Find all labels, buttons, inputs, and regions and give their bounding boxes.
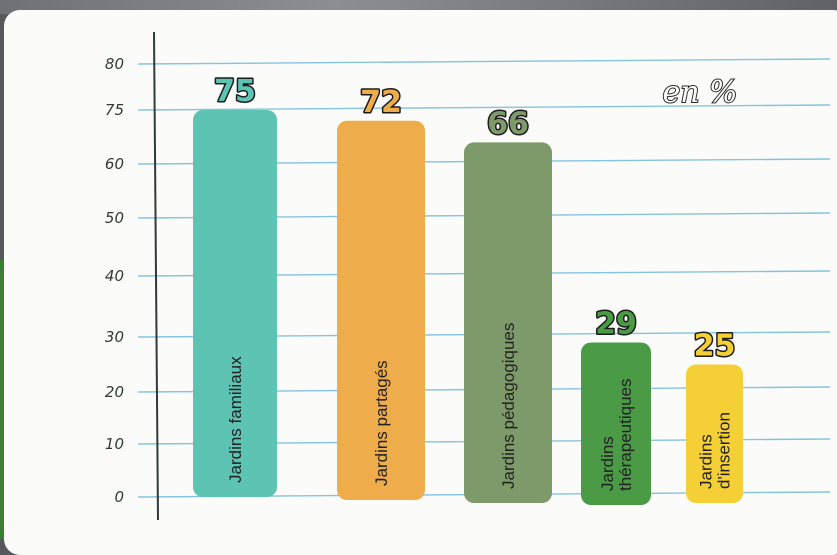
gridline	[137, 58, 831, 65]
category-label: Jardins	[598, 436, 617, 491]
y-tick-label: 0	[114, 488, 124, 506]
y-tick-labels: 0 10 20 30 40 50 60 75 80	[105, 55, 124, 506]
y-axis-line	[153, 31, 159, 521]
y-tick-label: 50	[105, 209, 124, 227]
data-label: 25	[694, 329, 736, 364]
gridline	[137, 104, 831, 111]
bar	[581, 342, 651, 505]
bar	[464, 142, 552, 503]
category-label: Jardins familiaux	[226, 356, 245, 483]
category-label: Jardins partagés	[372, 360, 391, 486]
category-label: Jardins pédagogiques	[499, 323, 518, 489]
y-tick-label: 40	[105, 267, 124, 285]
data-label: 75	[214, 74, 256, 109]
bar	[193, 110, 277, 497]
y-tick-label: 75	[105, 101, 124, 119]
category-label: thérapeutiques	[616, 379, 635, 491]
bar	[686, 364, 743, 503]
category-labels: Jardins familiaux Jardins partagés Jardins…	[226, 323, 734, 491]
value-labels: 75 72 66 29 25	[213, 73, 737, 366]
y-tick-label: 60	[105, 155, 124, 173]
data-label: 72	[360, 85, 402, 120]
y-tick-label: 80	[105, 55, 124, 73]
category-label: d'insertion	[715, 412, 734, 489]
data-label: 66	[487, 106, 529, 141]
bar	[337, 120, 425, 501]
bars	[193, 110, 743, 505]
data-label: 29	[595, 307, 637, 342]
unit-label: en %	[662, 75, 737, 110]
y-tick-label: 30	[105, 328, 124, 346]
category-label: Jardins	[697, 434, 716, 489]
y-tick-label: 20	[105, 383, 124, 401]
bar-chart: 0 10 20 30 40 50 60 75 80 75 72 66 29 25 Jardins fam…	[105, 31, 831, 521]
y-tick-label: 10	[105, 435, 124, 453]
